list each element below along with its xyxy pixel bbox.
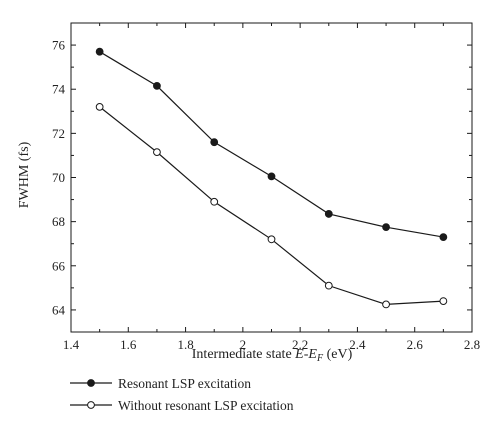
data-point-series-0 — [95, 47, 104, 56]
legend-item-without: Without resonant LSP excitation — [70, 398, 294, 413]
y-tick-label: 72 — [52, 126, 65, 141]
data-point-series-0 — [439, 233, 448, 241]
legend-marker-without — [87, 401, 95, 409]
y-axis-label: FWHM (fs) — [17, 141, 32, 208]
legend-marker-resonant — [87, 379, 95, 387]
y-tick-label: 76 — [52, 38, 66, 53]
x-axis-label-suffix: (eV) — [323, 347, 352, 362]
x-tick-label: 1.4 — [63, 337, 80, 352]
data-point-series-0 — [210, 138, 219, 147]
x-axis-label-energy-fermi: E — [307, 347, 317, 362]
tick-marks — [70, 23, 473, 332]
x-tick-labels: 1.4 1.6 1.8 2 2.2 2.4 2.6 2.8 — [63, 337, 480, 352]
y-tick-label: 70 — [52, 170, 65, 185]
y-tick-labels: 64 66 68 70 72 74 76 — [52, 38, 66, 318]
data-point-series-1 — [324, 281, 333, 290]
legend-label-resonant: Resonant LSP excitation — [118, 376, 251, 391]
data-point-series-1 — [153, 148, 161, 157]
x-tick-label: 2.8 — [464, 337, 480, 352]
x-axis-label-dash: - — [304, 347, 309, 362]
data-point-series-1 — [210, 197, 219, 206]
legend-item-resonant: Resonant LSP excitation — [70, 376, 251, 391]
y-tick-label: 68 — [52, 214, 65, 229]
y-tick-label: 66 — [52, 258, 66, 273]
data-point-series-0 — [324, 210, 333, 218]
x-axis-label-subscript: F — [316, 353, 324, 364]
x-tick-label: 2 — [240, 337, 247, 352]
x-axis-label: Intermediate state E-EF (eV) — [192, 347, 353, 364]
x-tick-label: 2.4 — [349, 337, 366, 352]
x-axis-label-prefix: Intermediate state — [192, 347, 295, 362]
data-point-series-0 — [153, 82, 161, 90]
series-line-1 — [99, 106, 444, 306]
data-point-series-0 — [382, 223, 390, 232]
legend: Resonant LSP excitation Without resonant… — [70, 376, 294, 413]
x-tick-label: 1.6 — [120, 337, 137, 352]
data-point-series-1 — [439, 297, 448, 306]
x-axis-label-energy: E — [294, 347, 304, 362]
legend-label-without: Without resonant LSP excitation — [118, 398, 294, 413]
data-point-series-1 — [382, 300, 390, 309]
x-tick-label: 2.6 — [407, 337, 424, 352]
y-tick-label: 74 — [52, 82, 66, 97]
y-tick-label: 64 — [52, 302, 66, 317]
data-point-series-0 — [267, 172, 276, 181]
data-point-series-1 — [267, 235, 276, 244]
data-point-series-1 — [95, 102, 104, 111]
x-tick-label: 2.2 — [292, 337, 308, 352]
x-tick-label: 1.8 — [177, 337, 193, 352]
series-line-0 — [99, 51, 444, 238]
series-markers — [95, 47, 448, 309]
